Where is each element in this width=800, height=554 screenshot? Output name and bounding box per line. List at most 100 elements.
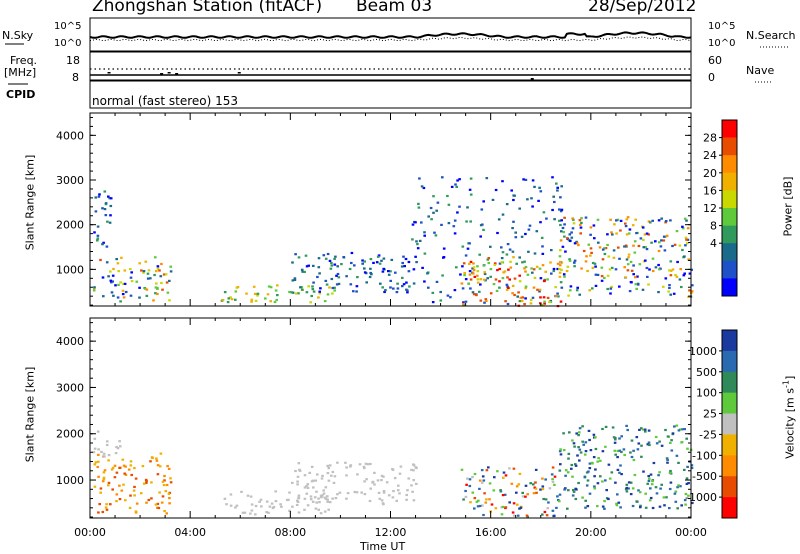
power-cell (558, 255, 562, 258)
power-cell (472, 269, 476, 272)
velocity-cell (539, 488, 542, 491)
velocity-cell (629, 451, 632, 454)
power-cell (548, 300, 551, 303)
velocity-colorbar-swatch (722, 371, 737, 393)
power-cell (468, 262, 471, 265)
power-cell (633, 240, 637, 243)
velocity-cell (499, 490, 503, 493)
velocity-cell (363, 480, 366, 483)
velocity-cell (296, 499, 299, 502)
power-cell (500, 246, 503, 249)
power-cell (657, 219, 661, 222)
power-cell (531, 179, 535, 182)
velocity-cell (592, 433, 596, 436)
velocity-cell (581, 440, 584, 443)
power-cell (407, 260, 411, 264)
power-cell (467, 282, 471, 285)
power-cell (554, 286, 557, 289)
power-cell (580, 217, 583, 220)
power-cell (585, 255, 588, 258)
power-cell (309, 301, 312, 304)
velocity-cell (360, 491, 363, 494)
power-cell (681, 248, 684, 252)
power-cell (407, 270, 411, 273)
power-cell (107, 195, 110, 198)
velocity-cell (685, 437, 688, 440)
velocity-cell (241, 511, 245, 514)
power-cell (234, 290, 238, 293)
power-cell (629, 281, 633, 284)
power-cell (596, 273, 600, 276)
velocity-cell (327, 479, 331, 482)
velocity-cell (588, 467, 592, 470)
power-cell (370, 273, 373, 276)
velocity-cell (303, 486, 307, 489)
power-cell (455, 266, 458, 269)
power-cell (498, 262, 502, 265)
velocity-colorbar-swatch (722, 413, 737, 435)
power-cell (348, 267, 352, 271)
velocity-cell (574, 497, 578, 501)
power-cell (669, 269, 673, 272)
power-cell (520, 235, 524, 238)
power-cell (600, 266, 604, 269)
velocity-cell (577, 434, 580, 437)
velocity-cell (614, 436, 617, 440)
power-cell (615, 232, 618, 235)
velocity-cell (625, 486, 629, 490)
velocity-cell (519, 506, 523, 509)
velocity-cell (615, 502, 618, 505)
power-cell (600, 275, 604, 278)
power-cell (452, 225, 456, 228)
power-cell (539, 277, 543, 280)
power-cell (476, 274, 479, 277)
power-cell (459, 273, 462, 276)
velocity-cell (150, 497, 153, 500)
power-cell (610, 266, 614, 269)
power-cell (98, 193, 101, 196)
velocity-cell (673, 492, 677, 495)
velocity-cell (167, 467, 171, 470)
velocity-cell (593, 487, 597, 490)
power-cell (573, 242, 577, 245)
velocity-cell (364, 462, 368, 465)
velocity-cell (344, 461, 347, 464)
power-cell (434, 234, 438, 237)
velocity-cell (105, 443, 109, 447)
power-cell (94, 196, 98, 199)
velocity-cell (677, 484, 680, 487)
velocity-cell (268, 505, 272, 508)
power-cell (276, 294, 279, 297)
power-cell (507, 268, 510, 271)
velocity-cell (584, 499, 587, 502)
velocity-cell (412, 479, 415, 482)
power-cell (685, 242, 689, 245)
power-cell (517, 291, 520, 294)
power-cell (169, 265, 172, 268)
velocity-cell (647, 479, 651, 482)
velocity-cell (518, 507, 521, 510)
power-cell (566, 237, 569, 240)
power-cell (401, 261, 404, 265)
velocity-cell (584, 506, 587, 509)
velocity-cell (144, 478, 148, 481)
velocity-cell (124, 473, 128, 476)
power-cell (613, 223, 616, 226)
velocity-cell (318, 501, 321, 504)
power-cell (103, 190, 107, 193)
power-cell (501, 213, 505, 216)
power-cell (124, 290, 128, 294)
velocity-cell (96, 430, 100, 433)
power-cell (506, 302, 510, 306)
velocity-cell (405, 493, 408, 497)
freq-strip-frame (89, 51, 692, 81)
velocity-cell (469, 501, 472, 504)
power-cell (384, 289, 387, 292)
power-cell (336, 265, 339, 268)
power-cell (606, 287, 609, 291)
power-cell (567, 294, 570, 297)
power-cell (662, 235, 666, 238)
power-cell (541, 252, 545, 255)
velocity-cell (145, 480, 148, 483)
velocity-cell (605, 489, 608, 492)
